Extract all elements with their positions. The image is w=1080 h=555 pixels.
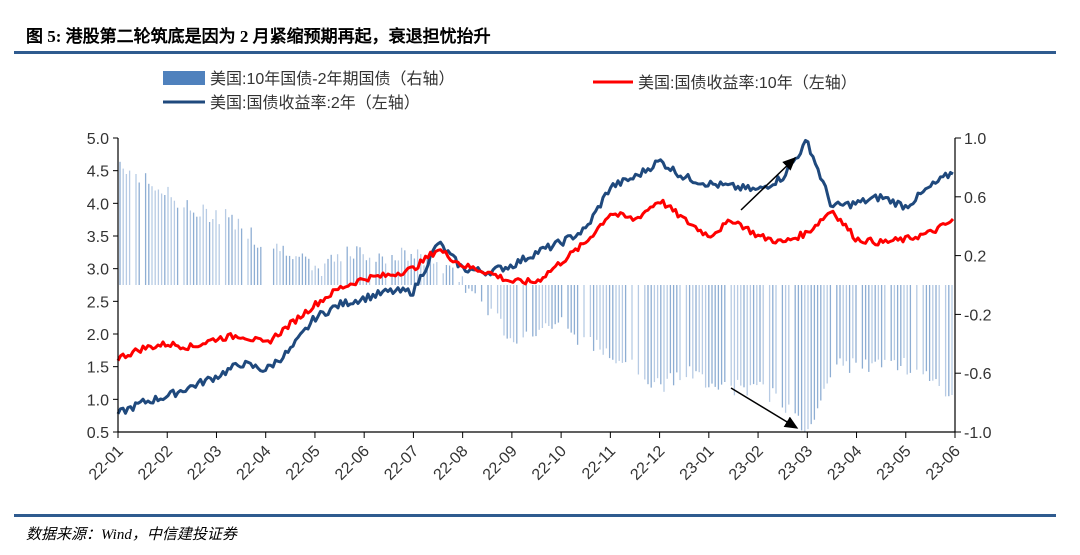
legend-swatch-spread [163,71,205,85]
x-tick-label: 22-01 [86,443,127,484]
right-tick-label: -1.0 [964,425,992,442]
line-2y-yield [116,139,954,415]
yield-lines [116,139,955,415]
x-tick-label: 22-02 [135,443,176,484]
legend: 美国:10年国债-2年期国债（右轴） 美国:国债收益率:2年（左轴） 美国:国债收益… [163,70,857,112]
x-tick-label: 23-06 [923,443,964,484]
arrow-up-annotation [740,156,797,211]
x-tick-label: 22-08 [431,443,472,484]
left-tick-label: 2.5 [87,294,109,311]
x-tick-label: 22-10 [529,443,570,484]
right-tick-label: -0.6 [964,366,992,383]
arrow-down-annotation [730,387,799,429]
left-tick-label: 5.0 [87,131,109,148]
right-tick-label: 1.0 [964,131,986,148]
left-tick-label: 1.5 [87,360,109,377]
x-tick-label: 23-02 [726,443,767,484]
left-tick-label: 3.5 [87,229,109,246]
right-tick-label: 0.2 [964,249,986,266]
bottom-rule [14,514,1056,517]
figure-title: 图 5: 港股第二轮筑底是因为 2 月紧缩预期再起，衰退担忧抬升 [26,27,491,46]
left-tick-label: 3.0 [87,262,109,279]
x-tick-label: 22-03 [184,443,225,484]
legend-label-2y: 美国:国债收益率:2年（左轴） [210,94,420,112]
right-tick-label: 0.6 [964,190,986,207]
top-rule [14,51,1056,54]
x-tick-label: 23-03 [775,443,816,484]
x-tick-label: 23-01 [677,443,718,484]
x-tick-label: 22-04 [234,443,275,484]
x-tick-label: 22-12 [627,443,668,484]
source-note: 数据来源：Wind，中信建投证券 [26,527,237,543]
right-tick-label: -0.2 [964,307,992,324]
left-tick-label: 0.5 [87,425,109,442]
x-tick-label: 22-11 [579,443,619,483]
line-10y-yield [116,198,955,362]
x-tick-label: 22-09 [480,443,521,484]
spread-bars [119,161,953,433]
x-tick-label: 22-06 [332,443,373,484]
legend-label-spread: 美国:10年国债-2年期国债（右轴） [210,70,454,88]
x-tick-label: 23-05 [874,443,915,484]
left-tick-label: 2.0 [87,327,109,344]
left-tick-label: 1.0 [87,392,109,409]
legend-label-10y: 美国:国债收益率:10年（左轴） [638,74,857,92]
left-tick-label: 4.0 [87,196,109,213]
x-tick-label: 23-04 [824,443,865,484]
annotations [730,156,799,429]
x-tick-label: 22-07 [381,443,422,484]
left-tick-label: 4.5 [87,164,109,181]
x-tick-label: 22-05 [283,443,324,484]
